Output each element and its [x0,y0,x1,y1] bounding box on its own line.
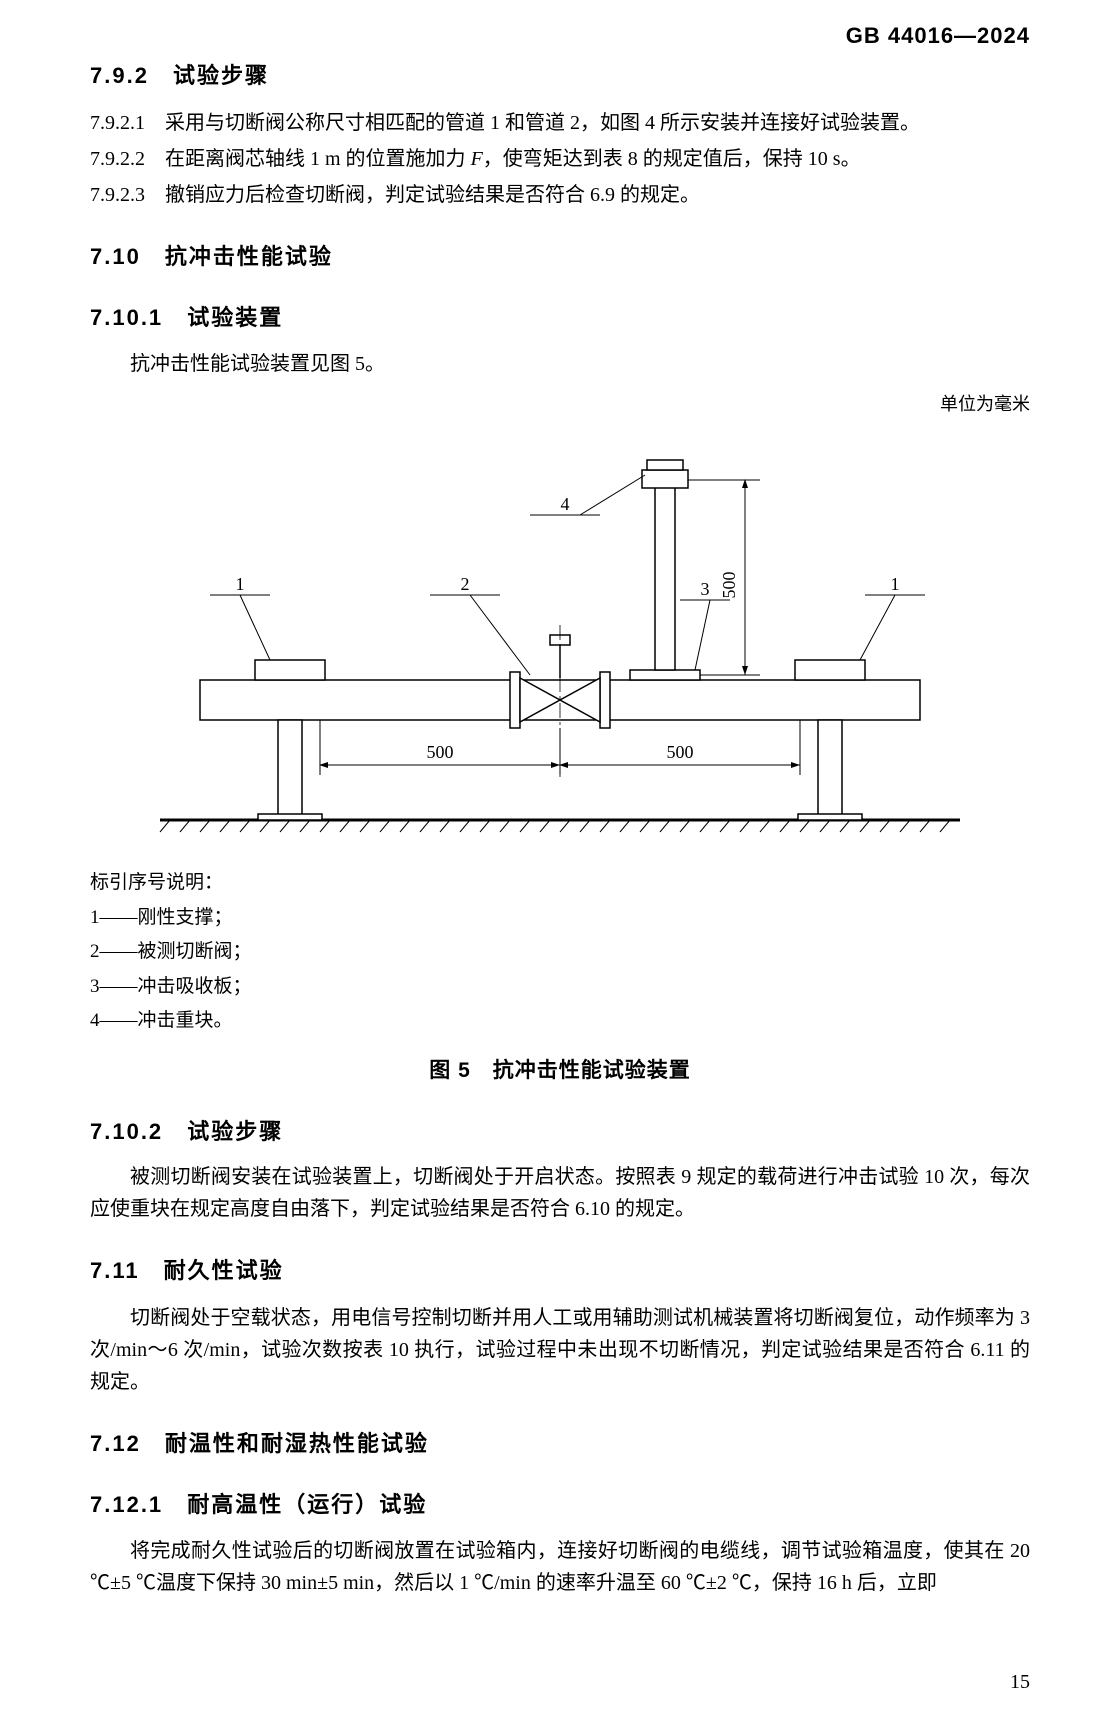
clause-7-9-2-1: 7.9.2.1 采用与切断阀公称尺寸相匹配的管道 1 和管道 2，如图 4 所示… [90,107,1030,139]
heading-7-11: 7.11 耐久性试验 [90,1253,1030,1288]
callout-1-left: 1 [236,574,245,594]
force-symbol: F [471,148,483,170]
callout-2: 2 [461,574,470,594]
figure-5-svg: 500 500 500 1 2 3 [110,420,1010,850]
unit-note: 单位为毫米 [90,390,1030,419]
clause-text: 撤销应力后检查切断阀，判定试验结果是否符合 6.9 的规定。 [165,184,700,206]
callout-3: 3 [701,579,710,599]
legend-item-2: 2——被测切断阀； [90,937,1030,967]
heading-title: 耐温性和耐湿热性能试验 [165,1431,429,1456]
page-number: 15 [1010,1666,1030,1698]
heading-7-10: 7.10 抗冲击性能试验 [90,239,1030,274]
heading-7-12: 7.12 耐温性和耐湿热性能试验 [90,1426,1030,1461]
heading-num: 7.9.2 [90,63,149,88]
heading-title: 耐久性试验 [164,1258,284,1283]
clause-7-9-2-3: 7.9.2.3 撤销应力后检查切断阀，判定试验结果是否符合 6.9 的规定。 [90,179,1030,211]
heading-num: 7.12.1 [90,1492,163,1517]
heading-title: 试验步骤 [187,1119,283,1144]
page: GB 44016—2024 7.9.2 试验步骤 7.9.2.1 采用与切断阀公… [0,0,1120,1726]
heading-num: 7.12 [90,1431,141,1456]
callout-4: 4 [561,494,570,514]
para-7-11: 切断阀处于空载状态，用电信号控制切断并用人工或用辅助测试机械装置将切断阀复位，动… [90,1302,1030,1398]
heading-num: 7.10.1 [90,305,163,330]
legend-title: 标引序号说明： [90,868,1030,898]
heading-title: 试验装置 [187,305,283,330]
heading-num: 7.10.2 [90,1119,163,1144]
heading-7-9-2: 7.9.2 试验步骤 [90,58,1030,93]
clause-num: 7.9.2.2 [90,148,145,170]
heading-title: 耐高温性（运行）试验 [187,1492,427,1517]
heading-7-10-1: 7.10.1 试验装置 [90,300,1030,335]
legend-item-3: 3——冲击吸收板； [90,972,1030,1002]
para-7-10-2: 被测切断阀安装在试验装置上，切断阀处于开启状态。按照表 9 规定的载荷进行冲击试… [90,1161,1030,1225]
legend-item-1: 1——刚性支撑； [90,903,1030,933]
clause-7-9-2-2: 7.9.2.2 在距离阀芯轴线 1 m 的位置施加力 F，使弯矩达到表 8 的规… [90,143,1030,175]
clause-text-post: ，使弯矩达到表 8 的规定值后，保持 10 s。 [483,148,861,170]
heading-title: 试验步骤 [173,63,269,88]
legend-item-4: 4——冲击重块。 [90,1006,1030,1036]
figure-5: 500 500 500 1 2 3 [90,420,1030,860]
clause-text: 采用与切断阀公称尺寸相匹配的管道 1 和管道 2，如图 4 所示安装并连接好试验… [165,112,920,134]
clause-num: 7.9.2.1 [90,112,145,134]
heading-num: 7.10 [90,244,141,269]
dim-height: 500 [719,572,739,599]
dim-left: 500 [427,742,454,762]
heading-7-10-2: 7.10.2 试验步骤 [90,1114,1030,1149]
clause-text-pre: 在距离阀芯轴线 1 m 的位置施加力 [165,148,471,170]
para-7-12-1: 将完成耐久性试验后的切断阀放置在试验箱内，连接好切断阀的电缆线，调节试验箱温度，… [90,1535,1030,1599]
dim-right: 500 [667,742,694,762]
heading-num: 7.11 [90,1258,140,1283]
para-7-10-1: 抗冲击性能试验装置见图 5。 [90,348,1030,380]
heading-title: 抗冲击性能试验 [165,244,333,269]
standard-code: GB 44016—2024 [846,18,1030,53]
callout-1-right: 1 [891,574,900,594]
figure-5-caption: 图 5 抗冲击性能试验装置 [90,1054,1030,1088]
clause-num: 7.9.2.3 [90,184,145,206]
heading-7-12-1: 7.12.1 耐高温性（运行）试验 [90,1487,1030,1522]
